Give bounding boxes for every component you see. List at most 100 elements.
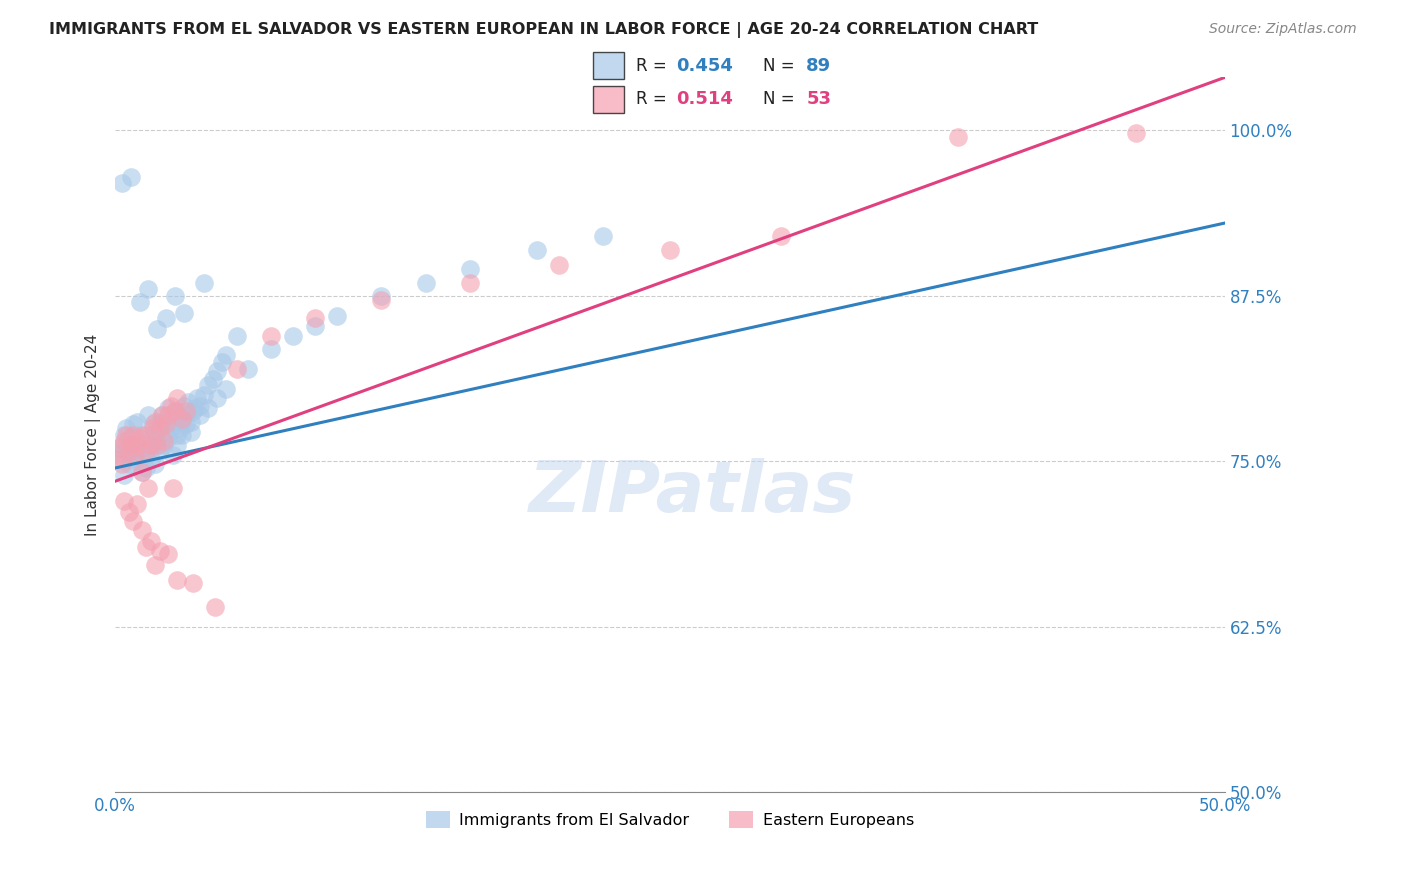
Point [197, 401, 219, 416]
Point [304, 319, 326, 334]
Point [115, 441, 138, 455]
Point [146, 322, 169, 336]
Point [111, 438, 134, 452]
Point [143, 457, 166, 471]
Point [122, 417, 145, 432]
Point [128, 428, 150, 442]
Point [170, 412, 193, 426]
Point [174, 404, 197, 418]
Text: N =: N = [763, 57, 800, 75]
Point [117, 457, 139, 471]
Point [139, 441, 162, 455]
Point [201, 372, 224, 386]
Text: Source: ZipAtlas.com: Source: ZipAtlas.com [1209, 22, 1357, 37]
Text: ZIPatlas: ZIPatlas [529, 458, 856, 526]
Point [142, 417, 165, 432]
Point [132, 428, 155, 442]
Point [458, 262, 481, 277]
Text: 89: 89 [806, 57, 831, 75]
Point [120, 169, 142, 184]
Point [592, 229, 614, 244]
Legend: Immigrants from El Salvador, Eastern Europeans: Immigrants from El Salvador, Eastern Eur… [419, 805, 921, 834]
Point [181, 576, 204, 591]
Point [166, 428, 188, 442]
FancyBboxPatch shape [593, 87, 624, 112]
Point [188, 408, 211, 422]
Point [143, 425, 166, 440]
Point [186, 391, 208, 405]
Point [128, 430, 150, 444]
FancyBboxPatch shape [593, 52, 624, 78]
Point [122, 451, 145, 466]
Point [148, 421, 170, 435]
Point [155, 311, 177, 326]
Point [165, 404, 187, 418]
Point [127, 497, 149, 511]
Text: R =: R = [636, 57, 672, 75]
Point [204, 599, 226, 614]
Point [215, 348, 238, 362]
Point [1125, 126, 1147, 140]
Point [174, 417, 197, 432]
Point [165, 289, 187, 303]
Point [127, 443, 149, 458]
Point [157, 547, 180, 561]
Point [143, 415, 166, 429]
Point [128, 295, 150, 310]
Point [169, 421, 191, 435]
Point [112, 434, 135, 449]
Point [127, 434, 149, 449]
Point [165, 404, 187, 418]
Point [948, 130, 970, 145]
Point [107, 451, 129, 466]
Point [162, 481, 184, 495]
Point [157, 401, 180, 416]
Point [174, 408, 197, 422]
Point [166, 391, 188, 405]
Point [148, 415, 170, 429]
Point [173, 306, 195, 320]
Point [415, 276, 437, 290]
Point [135, 461, 157, 475]
Point [259, 328, 281, 343]
Text: R =: R = [636, 90, 672, 108]
Point [769, 229, 792, 244]
Text: 0.514: 0.514 [676, 90, 733, 108]
Point [188, 399, 211, 413]
Point [153, 417, 176, 432]
Point [131, 465, 153, 479]
Point [658, 243, 681, 257]
Point [117, 505, 139, 519]
Point [122, 428, 145, 442]
Point [108, 441, 131, 455]
Point [139, 451, 162, 466]
Point [197, 377, 219, 392]
Point [207, 391, 229, 405]
Point [173, 399, 195, 413]
Point [170, 428, 193, 442]
Point [148, 544, 170, 558]
Point [117, 443, 139, 458]
Point [326, 309, 349, 323]
Point [111, 457, 134, 471]
Point [112, 494, 135, 508]
Point [458, 276, 481, 290]
Point [304, 311, 326, 326]
Point [115, 421, 138, 435]
Point [131, 523, 153, 537]
Point [146, 438, 169, 452]
Point [124, 454, 146, 468]
Point [162, 448, 184, 462]
Point [207, 364, 229, 378]
Point [226, 361, 249, 376]
Point [138, 428, 160, 442]
Point [193, 276, 215, 290]
Point [181, 404, 204, 418]
Point [526, 243, 548, 257]
Point [259, 342, 281, 356]
Point [155, 417, 177, 432]
Point [112, 428, 135, 442]
Text: IMMIGRANTS FROM EL SALVADOR VS EASTERN EUROPEAN IN LABOR FORCE | AGE 20-24 CORRE: IMMIGRANTS FROM EL SALVADOR VS EASTERN E… [49, 22, 1039, 38]
Text: 53: 53 [806, 90, 831, 108]
Point [166, 438, 188, 452]
